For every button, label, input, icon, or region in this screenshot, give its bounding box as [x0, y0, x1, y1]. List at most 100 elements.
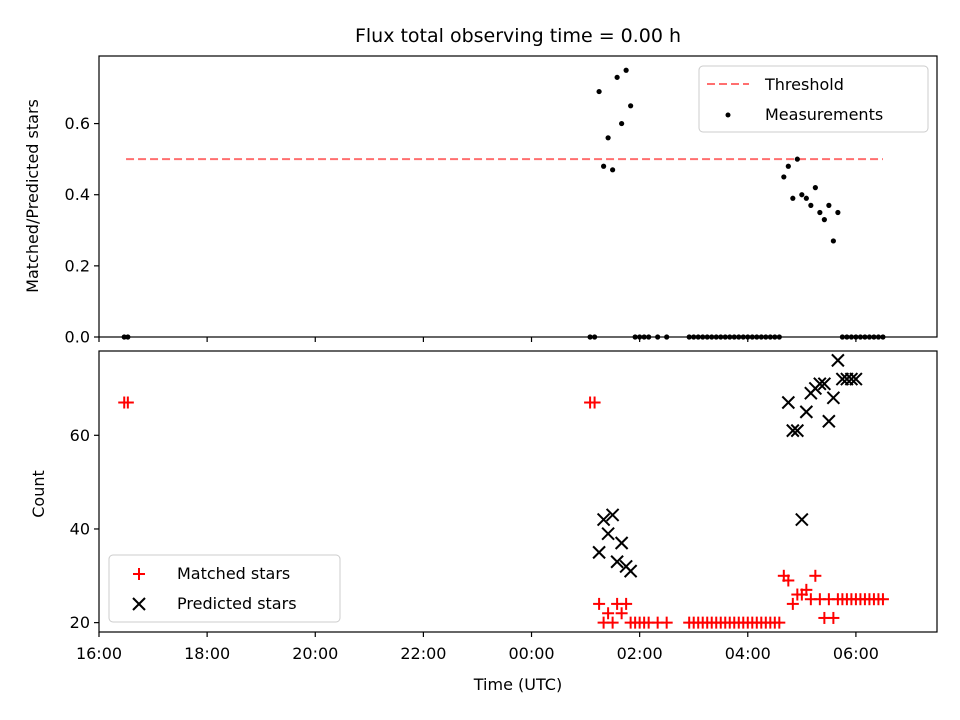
matched-legend-marker — [133, 568, 145, 580]
top-legend: Threshold Measurements — [698, 65, 929, 133]
measurement-point — [713, 334, 719, 340]
measurement-point — [835, 209, 841, 216]
measurement-point — [794, 156, 800, 162]
measurement-point — [587, 334, 593, 340]
matched-legend-label: Matched stars — [177, 564, 290, 583]
bottom-y-tick-label: 40 — [70, 519, 90, 538]
matched-star-point — [620, 597, 633, 610]
measurement-point — [619, 120, 625, 127]
top-legend-box — [698, 65, 929, 133]
bottom-panel: 20 40 60 16:00 18:00 20:00 22:00 00:00 02:00 04:… — [29, 350, 938, 694]
measurements-legend-label: Measurements — [765, 105, 883, 124]
matched-star-point — [588, 396, 601, 409]
matched-star-point — [593, 597, 606, 610]
measurement-point — [664, 334, 670, 340]
bottom-y-tick-label: 60 — [70, 426, 90, 445]
measurement-point — [754, 334, 760, 340]
measurement-point — [121, 334, 127, 340]
top-plot-frame — [98, 55, 938, 338]
top-y-tick-label: 0.4 — [65, 185, 90, 204]
top-y-axis-label: Matched/Predicted stars — [23, 99, 42, 293]
x-axis-label: Time (UTC) — [473, 675, 562, 694]
measurement-point — [722, 334, 728, 340]
measurement-point — [731, 334, 737, 340]
predicted-star-point — [623, 564, 638, 578]
matched-star-point — [782, 574, 795, 587]
predicted-star-point — [592, 545, 606, 560]
bottom-y-tick-label: 20 — [70, 613, 90, 632]
measurement-point — [853, 334, 859, 340]
measurement-point — [776, 334, 782, 340]
measurement-point — [601, 163, 607, 169]
measurement-point — [826, 202, 832, 208]
top-panel: Flux total observing time = 0.00 h 0.00.… — [23, 25, 938, 347]
predicted-star-point — [844, 372, 859, 386]
predicted-star-point — [614, 536, 629, 550]
predicted-star-point — [795, 512, 809, 527]
top-y-ticks: 0.0 0.2 0.4 0.6 — [65, 114, 99, 347]
predicted-star-point — [799, 405, 814, 419]
measurement-point — [871, 334, 877, 340]
measurement-point — [821, 217, 827, 223]
measurement-point — [628, 103, 634, 109]
bottom-y-axis-label: Count — [29, 470, 48, 518]
measurement-point — [880, 334, 886, 340]
measurement-point — [785, 163, 791, 169]
bottom-y-ticks: 20 40 60 — [70, 426, 99, 632]
matched-star-point — [660, 616, 673, 629]
measurement-point — [848, 334, 854, 340]
measurement-point — [614, 74, 620, 80]
bottom-legend: Matched stars Predicted stars — [108, 554, 341, 623]
x-tick-label: 16:00 — [76, 644, 122, 663]
matched-star-point — [773, 616, 786, 629]
predicted-star-point — [596, 512, 611, 527]
predicted-star-point — [781, 395, 796, 410]
predicted-star-point — [817, 377, 832, 391]
measurement-point — [839, 334, 845, 340]
measurement-point — [709, 334, 715, 340]
predicted-star-point — [822, 414, 836, 428]
measurement-point — [610, 167, 616, 173]
measurements-legend-marker — [725, 112, 731, 118]
matched-star-point — [786, 597, 799, 610]
measurement-point — [596, 88, 602, 95]
measurement-point — [641, 334, 647, 340]
threshold-legend-label: Threshold — [764, 75, 844, 94]
measurement-point — [781, 174, 787, 180]
measurement-point — [686, 334, 692, 340]
top-y-tick-label: 0.2 — [65, 256, 90, 275]
bottom-legend-box — [108, 554, 341, 623]
measurement-point — [799, 192, 805, 198]
measurement-point — [704, 334, 710, 340]
measurement-point — [767, 334, 773, 340]
predicted-star-point — [610, 555, 624, 569]
measurement-point — [591, 334, 598, 340]
measurement-point — [718, 334, 724, 340]
bottom-x-ticks: 16:00 18:00 20:00 22:00 00:00 02:00 04:00 06:00 — [76, 632, 879, 663]
matched-star-point — [827, 611, 840, 624]
x-tick-label: 02:00 — [617, 644, 663, 663]
bottom-series-layer — [118, 353, 889, 629]
measurement-point — [605, 135, 611, 141]
measurement-point — [623, 67, 629, 73]
predicted-legend-label: Predicted stars — [177, 594, 297, 613]
measurement-point — [691, 334, 697, 340]
measurement-point — [637, 334, 643, 340]
measurement-point — [857, 334, 864, 340]
matched-star-point — [615, 607, 628, 620]
top-chart-title: Flux total observing time = 0.00 h — [355, 25, 681, 47]
measurement-point — [727, 334, 733, 340]
matched-star-point — [800, 583, 813, 596]
x-tick-label: 20:00 — [292, 644, 338, 663]
x-tick-label: 00:00 — [508, 644, 554, 663]
measurement-point — [862, 334, 868, 340]
matched-star-point — [121, 396, 134, 409]
matched-star-point — [809, 569, 822, 582]
measurement-point — [830, 238, 836, 244]
x-tick-label: 18:00 — [184, 644, 230, 663]
measurement-point — [655, 334, 661, 340]
measurement-point — [695, 334, 701, 340]
top-series-layer — [121, 67, 886, 340]
measurement-point — [817, 209, 823, 216]
